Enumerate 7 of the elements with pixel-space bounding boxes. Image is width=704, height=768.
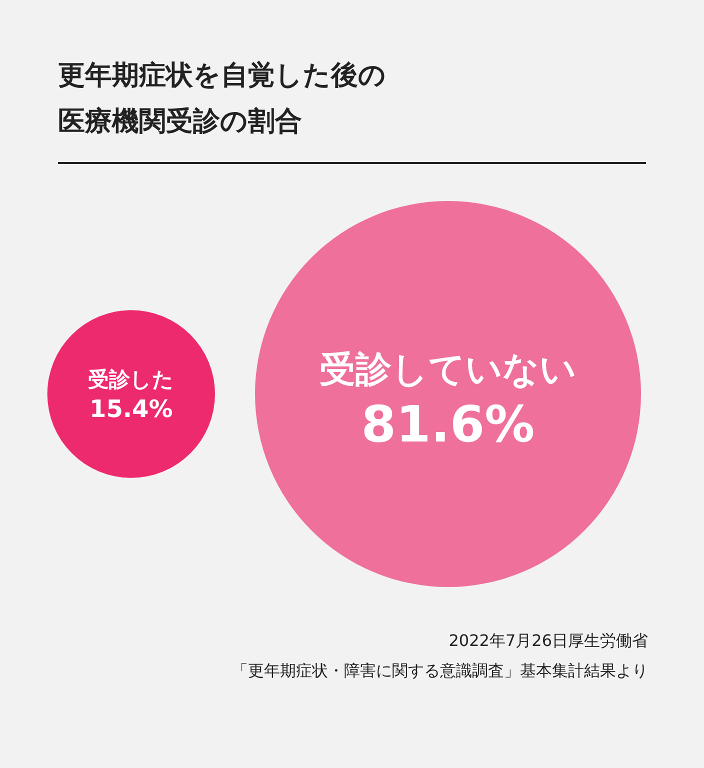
category-label: 受診した	[88, 368, 174, 392]
text: 「更年期症状・障害に関する意識調査」基本集計結果より	[232, 661, 648, 680]
text: 2022年7月26日厚生労働省	[448, 631, 648, 650]
category-label: 受診していない	[320, 349, 576, 390]
data-label: 81.6%	[361, 396, 535, 454]
text: 更年期症状を自覚した後の医療機関受診の割合	[58, 60, 386, 137]
data-label: 15.4%	[90, 394, 173, 423]
